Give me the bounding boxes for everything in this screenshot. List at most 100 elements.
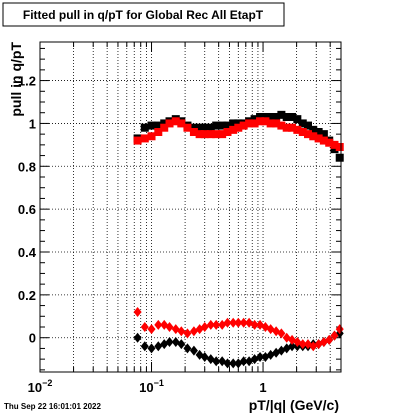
data-point-diamond [325,334,334,345]
data-point-square [288,113,297,121]
data-point-square [272,119,281,128]
data-point-square [309,132,318,141]
data-point-square [195,130,204,139]
data-point-square [245,119,254,128]
data-point-square [319,136,328,145]
series-3 [133,307,344,352]
x-tick-label: 1 [259,380,266,395]
data-point-diamond [234,317,243,328]
data-point-square [206,130,215,139]
data-point-square [239,121,248,130]
data-point-square [229,125,238,134]
data-point-diamond [133,307,142,317]
data-point-square [293,115,302,124]
data-point-square [266,119,275,128]
data-point-diamond [335,324,344,335]
data-point-diamond [183,343,192,354]
data-point-square [319,130,328,139]
data-point-diamond [147,343,156,354]
data-point-square [223,121,232,130]
data-point-square [140,134,149,143]
data-point-square [223,128,232,136]
title-box: Fitted pull in q/pT for Global Rec All E… [2,2,285,27]
data-point-square [234,119,243,128]
data-point-square [256,113,265,121]
data-point-diamond [140,341,149,352]
data-point-square [277,121,286,130]
x-tick-label-base: 10 [139,380,153,395]
data-point-diamond [256,352,265,362]
plot-frame [39,41,342,373]
data-point-square [266,113,275,121]
data-point-diamond [239,317,248,328]
x-tick-label: 10−2 [28,378,53,395]
axis-ticks [39,42,342,372]
data-point-square [272,113,281,121]
data-point-square [140,123,149,132]
data-point-square [147,121,156,130]
data-point-square [250,115,259,124]
x-tick-label: 10−1 [139,378,164,395]
data-point-diamond [206,319,215,330]
timestamp-footer: Thu Sep 22 16:01:01 2022 [4,402,101,411]
y-axis-title: pull in q/pT [8,42,24,117]
data-point-square [200,130,209,139]
data-point-diamond [330,330,339,341]
data-point-square [200,123,209,132]
data-point-square [154,128,163,136]
data-point-diamond [223,317,232,328]
data-point-diamond [229,358,238,369]
data-point-diamond [154,341,163,352]
data-point-diamond [154,319,163,330]
data-point-square [195,123,204,132]
y-tick-label: 0.8 [18,159,36,174]
series-1 [133,117,344,151]
tick-labels: 00.20.40.60.811.210−2 10−1 1 [18,74,267,395]
data-point-diamond [183,328,192,339]
data-point-diamond [177,326,186,337]
y-tick-label: 1.2 [18,74,36,89]
x-tick-label-exponent: −2 [42,378,52,388]
data-point-square [160,119,169,128]
data-point-diamond [165,322,174,332]
data-point-square [298,128,307,136]
data-point-square [335,143,344,151]
data-point-diamond [165,337,174,347]
data-point-diamond [212,319,221,330]
data-point-square [206,123,215,132]
data-point-square [218,130,227,139]
data-point-square [314,128,323,136]
data-point-square [282,123,291,132]
data-point-square [293,125,302,134]
data-point-square [212,130,221,139]
y-tick-label: 0.6 [18,202,36,217]
data-point-square [298,119,307,128]
data-point-square [154,121,163,130]
data-point-square [189,128,198,136]
data-point-square [212,121,221,130]
data-point-diamond [223,358,232,369]
data-point-square [250,119,259,128]
data-point-diamond [229,317,238,328]
data-point-square [171,117,180,126]
data-point-diamond [298,339,307,350]
data-points [133,110,344,369]
data-point-square [177,119,186,128]
x-axis-title: pT/|q| (GeV/c) [249,397,339,413]
data-point-diamond [177,339,186,350]
data-point-square [261,117,270,126]
data-point-square [234,123,243,132]
data-point-square [330,145,339,154]
data-point-diamond [288,341,297,352]
data-point-square [218,121,227,130]
x-tick-label-base: 10 [28,380,42,395]
y-tick-label: 0.2 [18,288,36,303]
data-point-square [261,113,270,121]
data-point-diamond [147,324,156,335]
data-point-diamond [277,328,286,339]
data-point-square [189,123,198,132]
data-point-diamond [133,332,142,343]
data-point-square [282,113,291,121]
data-point-square [229,119,238,128]
